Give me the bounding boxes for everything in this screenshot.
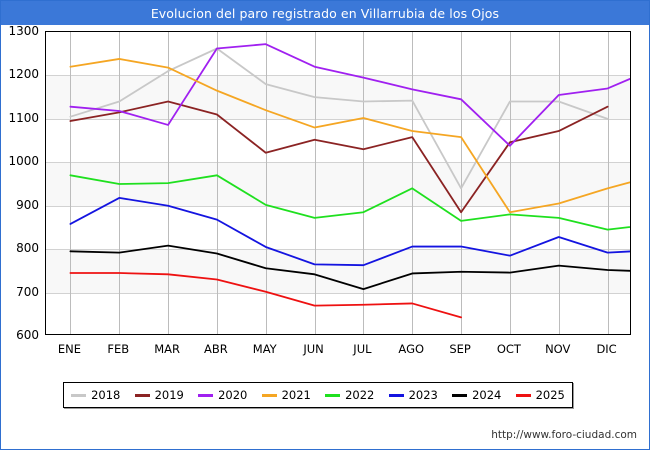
y-axis-tick-label: 900 bbox=[16, 197, 39, 212]
x-axis-tick-label: NOV bbox=[545, 342, 571, 356]
legend-item-2024[interactable]: 2024 bbox=[452, 388, 501, 402]
y-axis-tick-label: 1200 bbox=[8, 67, 39, 82]
gridline-horizontal bbox=[46, 205, 630, 207]
x-axis-tick-label: FEB bbox=[107, 342, 130, 356]
x-axis-tick-label: JUN bbox=[303, 342, 324, 356]
legend-swatch-icon bbox=[198, 393, 214, 397]
x-axis-tick-label: ABR bbox=[204, 342, 228, 356]
y-axis-tick-label: 700 bbox=[16, 284, 39, 299]
series-line-2022 bbox=[69, 174, 630, 231]
legend-item-2023[interactable]: 2023 bbox=[388, 388, 438, 402]
plot-band bbox=[46, 118, 630, 163]
x-axis-tick-label: JUL bbox=[353, 342, 372, 356]
x-axis-tick-label: ENE bbox=[57, 342, 81, 356]
legend-swatch-icon bbox=[515, 393, 531, 397]
legend-item-2018[interactable]: 2018 bbox=[71, 388, 120, 402]
chart-legend: 2018 2019 2020 2021 2022 2023 2024 2025 bbox=[63, 382, 573, 408]
plot-band bbox=[46, 32, 630, 76]
gridline-horizontal bbox=[46, 118, 630, 120]
gridline-horizontal bbox=[46, 75, 630, 77]
x-axis-tick-label: DIC bbox=[596, 342, 617, 356]
legend-label: 2018 bbox=[91, 388, 121, 402]
gridline-vertical bbox=[559, 32, 560, 334]
legend-label: 2021 bbox=[281, 388, 311, 402]
y-axis-tick-label: 1300 bbox=[8, 24, 39, 38]
legend-swatch-icon bbox=[134, 393, 150, 397]
y-axis-tick-label: 600 bbox=[16, 328, 39, 342]
legend-item-2020[interactable]: 2020 bbox=[198, 388, 247, 402]
legend-label: 2020 bbox=[218, 388, 248, 402]
gridline-vertical bbox=[266, 32, 267, 334]
series-line-2019 bbox=[69, 100, 609, 214]
plot-area bbox=[45, 31, 631, 335]
series-line-2021 bbox=[69, 58, 630, 214]
series-line-2018 bbox=[69, 47, 609, 190]
gridline-vertical bbox=[217, 32, 218, 334]
gridline-vertical bbox=[461, 32, 462, 334]
x-axis-tick-label: AGO bbox=[398, 342, 425, 356]
legend-item-2019[interactable]: 2019 bbox=[134, 388, 184, 402]
source-url: http://www.foro-ciudad.com bbox=[491, 429, 637, 441]
legend-swatch-icon bbox=[261, 393, 277, 397]
gridline-vertical bbox=[412, 32, 413, 334]
legend-item-2021[interactable]: 2021 bbox=[261, 388, 311, 402]
legend-label: 2025 bbox=[535, 388, 565, 402]
series-line-2025 bbox=[69, 272, 462, 319]
window-title-bar: Evolucion del paro registrado en Villarr… bbox=[1, 1, 649, 25]
gridline-vertical bbox=[315, 32, 316, 334]
plot-band bbox=[46, 292, 630, 334]
plot-band bbox=[46, 205, 630, 250]
plot-frame bbox=[45, 31, 631, 335]
gridline-horizontal bbox=[46, 162, 630, 164]
legend-item-2022[interactable]: 2022 bbox=[325, 388, 374, 402]
x-axis-tick-label: MAR bbox=[154, 342, 180, 356]
gridline-horizontal bbox=[46, 249, 630, 251]
chart-title: Evolucion del paro registrado en Villarr… bbox=[150, 5, 500, 21]
series-line-2020 bbox=[69, 43, 630, 147]
gridline-vertical bbox=[119, 32, 120, 334]
gridline-vertical bbox=[608, 32, 609, 334]
legend-label: 2022 bbox=[345, 388, 375, 402]
gridline-vertical bbox=[363, 32, 364, 334]
legend-swatch-icon bbox=[71, 393, 87, 397]
legend-swatch-icon bbox=[452, 393, 468, 397]
x-axis-tick-label: OCT bbox=[496, 342, 521, 356]
legend-swatch-icon bbox=[325, 393, 341, 397]
series-line-2023 bbox=[69, 196, 630, 267]
y-axis-tick-label: 1100 bbox=[8, 110, 39, 125]
y-axis-tick-label: 800 bbox=[16, 241, 39, 256]
legend-label: 2019 bbox=[154, 388, 184, 402]
gridline-horizontal bbox=[46, 292, 630, 294]
legend-label: 2024 bbox=[472, 388, 502, 402]
legend-label: 2023 bbox=[408, 388, 438, 402]
legend-swatch-icon bbox=[388, 393, 404, 397]
y-axis-tick-label: 1000 bbox=[8, 154, 39, 169]
series-layer bbox=[69, 43, 630, 319]
series-line-2024 bbox=[69, 244, 630, 291]
gridline-vertical bbox=[70, 32, 71, 334]
gridline-vertical bbox=[510, 32, 511, 334]
x-axis-tick-label: MAY bbox=[252, 342, 277, 356]
x-axis-tick-label: SEP bbox=[449, 342, 471, 356]
legend-item-2025[interactable]: 2025 bbox=[515, 388, 565, 402]
